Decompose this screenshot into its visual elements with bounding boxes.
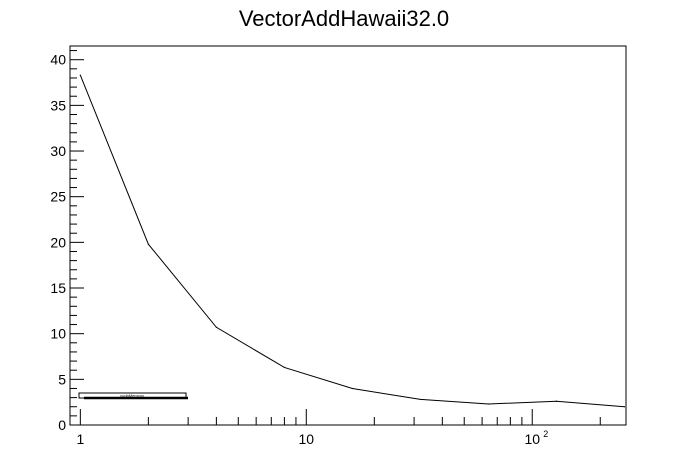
y-tick-label: 0 [58,417,66,433]
x-axis: 1 10 10 2 [69,409,601,447]
y-tick-label: 30 [50,143,66,159]
y-tick-label: 35 [50,97,66,113]
data-point [623,406,626,408]
y-tick-label: 10 [50,326,66,342]
plot-frame [69,45,627,426]
legend-entry: cudaMemcpy [120,393,144,398]
y-axis: 0 5 10 15 20 25 30 35 40 [50,50,84,433]
data-point [79,74,81,76]
data-point [555,400,558,402]
data-point [351,387,354,390]
y-tick-label: 5 [58,371,66,387]
data-point [419,398,422,401]
legend: cudaMemcpy [78,392,188,400]
y-tick-label: 15 [50,280,66,296]
data-point [487,403,490,405]
x-tick-label: 10 [524,431,540,447]
y-tick-label: 25 [50,189,66,205]
series-layer [79,74,626,408]
chart-title: VectorAddHawaii32.0 [239,6,449,31]
x-tick-label: 1 [76,431,84,447]
y-tick-label: 40 [50,52,66,68]
data-point [283,366,285,369]
x-tick-label: 10 [298,431,314,447]
y-tick-label: 20 [50,234,66,250]
data-point [147,243,149,245]
x-tick-exponent: 2 [543,429,548,439]
data-point [215,326,217,328]
